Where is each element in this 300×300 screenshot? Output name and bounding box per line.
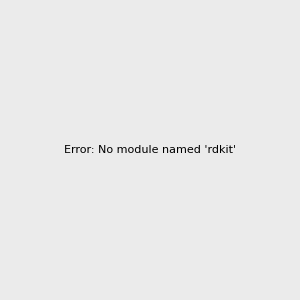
Text: Error: No module named 'rdkit': Error: No module named 'rdkit' — [64, 145, 236, 155]
